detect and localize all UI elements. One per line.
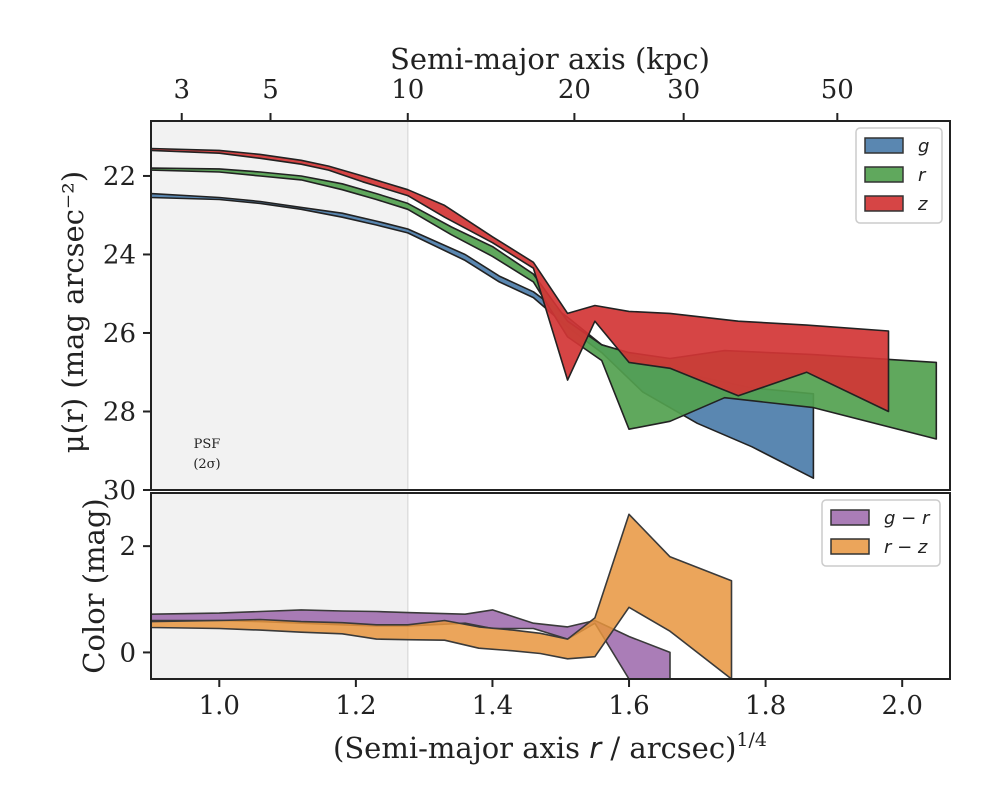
legend-label: r: [918, 165, 927, 186]
top-y-axis-label: μ(r) (mag arcsec⁻²): [56, 171, 90, 453]
color-profiles: [151, 513, 733, 679]
y-axis-ticks-top: 22 24 26 28 30: [103, 162, 151, 506]
x-tick-label: 1.0: [199, 691, 240, 721]
bottom-x-axis-label: (Semi-major axis r / arcsec)1/4: [333, 729, 767, 765]
color-y-tick-label: 2: [119, 532, 136, 562]
psf-shaded-region-bottom: [151, 493, 408, 679]
legend-swatch: [830, 509, 870, 526]
top-panel: 22 24 26 28 30 3 5 10 20 30 50 Semi-major axis (k…: [56, 42, 951, 506]
y-tick-label: 22: [103, 162, 136, 192]
y-tick-label: 24: [103, 240, 136, 270]
legend-swatch: [864, 137, 904, 154]
bottom-panel: 02 1.0 1.2 1.4 1.6 1.8 2.0 (Semi-major axis r…: [77, 492, 951, 765]
legend-bottom: g − r r − z: [821, 499, 941, 567]
legend-label: g: [918, 136, 929, 157]
y-tick-label: 26: [103, 319, 136, 349]
legend-top: grz: [855, 127, 943, 224]
band-rz-1: [151, 513, 733, 679]
legend-label: r − z: [884, 537, 928, 558]
y-axis-ticks-bottom: 02: [119, 532, 151, 668]
x-tick-label: 1.4: [472, 691, 513, 721]
x-tick-label: 1.2: [335, 691, 376, 721]
x-axis-ticks: 1.0 1.2 1.4 1.6 1.8 2.0: [199, 679, 923, 721]
top-x-axis-ticks: 3 5 10 20 30 50: [173, 75, 854, 121]
kpc-tick-label: 5: [262, 75, 279, 105]
x-tick-label: 1.6: [608, 691, 649, 721]
top-x-axis-label: Semi-major axis (kpc): [390, 42, 710, 76]
kpc-tick-label: 30: [667, 75, 700, 105]
top-panel-frame: [150, 120, 951, 491]
x-tick-label: 1.8: [745, 691, 786, 721]
psf-label-line1: PSF: [194, 437, 221, 452]
y-tick-label: 30: [103, 476, 136, 506]
color-y-tick-label: 0: [119, 638, 136, 668]
x-tick-label: 2.0: [882, 691, 923, 721]
legend-swatch: [830, 538, 870, 555]
kpc-tick-label: 20: [558, 75, 591, 105]
legend-swatch: [864, 195, 904, 212]
legend-swatch: [864, 166, 904, 183]
band-z-2: [151, 147, 890, 413]
psf-label-line2: (2σ): [193, 457, 220, 472]
legend-label: z: [917, 194, 928, 215]
legend-label: g − r: [884, 508, 931, 529]
band-g-0: [151, 192, 815, 480]
band-profiles: [151, 147, 938, 480]
kpc-tick-label: 50: [821, 75, 854, 105]
bottom-panel-frame: [150, 492, 951, 680]
y-tick-label: 28: [103, 397, 136, 427]
kpc-tick-label: 3: [173, 75, 190, 105]
bottom-y-axis-label: Color (mag): [77, 498, 111, 673]
kpc-tick-label: 10: [391, 75, 424, 105]
